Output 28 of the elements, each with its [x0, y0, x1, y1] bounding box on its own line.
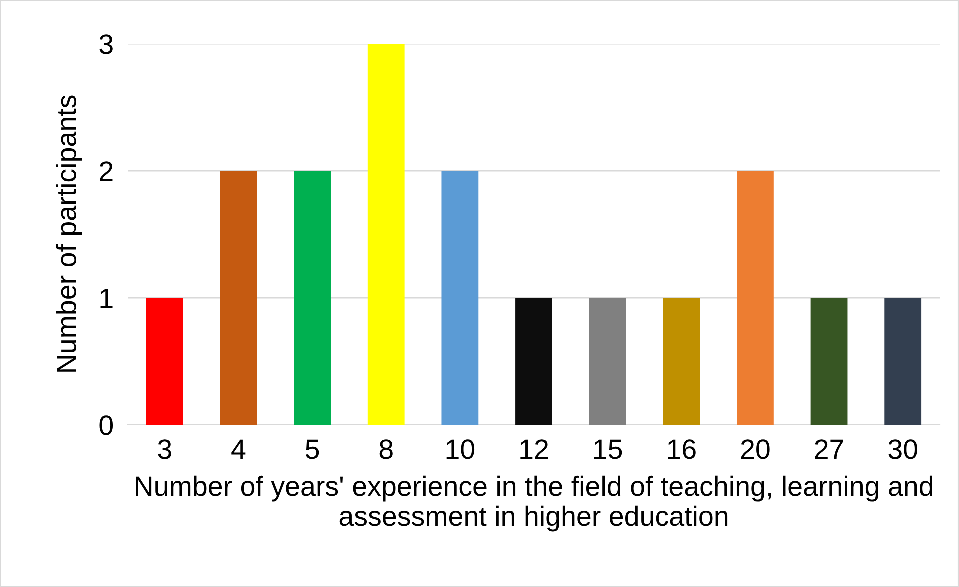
bar — [516, 298, 552, 425]
bar — [663, 298, 700, 425]
bar — [810, 298, 848, 425]
x-tick-label: 30 — [888, 440, 918, 460]
x-tick-label: 20 — [741, 440, 770, 460]
x-tick-label: 8 — [380, 440, 393, 460]
y-tick-label: 2 — [100, 162, 113, 182]
x-tick-label: 10 — [446, 440, 475, 460]
bar — [884, 298, 922, 425]
x-tick-label: 16 — [668, 440, 696, 460]
y-tick-label: 0 — [100, 416, 114, 436]
x-tick-label: 3 — [158, 440, 172, 460]
bar — [442, 171, 479, 425]
bar — [368, 44, 405, 425]
bar — [146, 298, 184, 425]
x-tick-label: 12 — [520, 440, 548, 460]
x-tick-label: 27 — [815, 440, 844, 460]
bar — [589, 298, 626, 425]
bar — [737, 171, 774, 425]
x-tick-label: 5 — [306, 440, 320, 460]
x-axis-title: Number of years' experience in the field of teaching, learning and assessment in higher education — [136, 476, 933, 532]
x-tick-label: 4 — [232, 440, 246, 460]
bar — [220, 171, 258, 425]
y-tick-label: 1 — [100, 288, 113, 308]
y-axis-title: Number of participants — [56, 96, 82, 372]
x-tick-label: 15 — [594, 440, 622, 460]
bar — [294, 171, 331, 425]
y-tick-label: 3 — [100, 34, 113, 54]
